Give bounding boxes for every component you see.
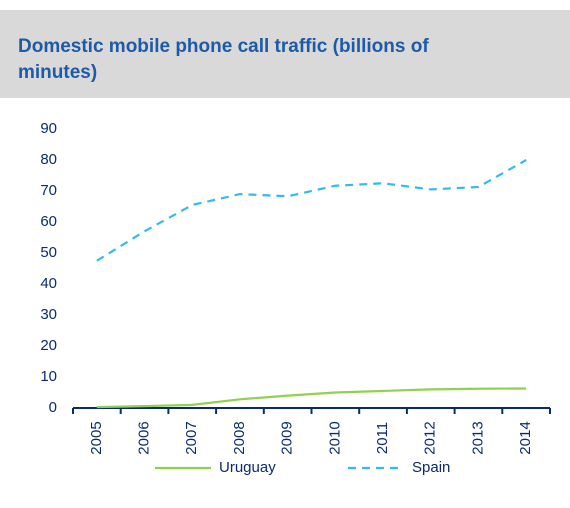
y-tick-label: 70: [40, 182, 57, 199]
y-tick-label: 40: [40, 275, 57, 292]
y-tick-label: 60: [40, 213, 57, 230]
y-tick-label: 10: [40, 368, 57, 385]
x-tick-label: 2012: [422, 421, 439, 454]
series-line: [96, 387, 527, 409]
x-tick-label: 2010: [326, 421, 343, 454]
x-tick-label: 2009: [279, 421, 296, 454]
title-line-1: Domestic mobile phone call traffic (bill…: [18, 36, 429, 57]
y-tick-label: 20: [40, 337, 57, 354]
x-tick-label: 2011: [374, 422, 391, 454]
x-tick-label: 2013: [469, 421, 486, 454]
legend-label: Spain: [412, 459, 450, 476]
y-tick-label: 50: [40, 244, 57, 261]
x-tick-label: 2007: [183, 421, 200, 454]
x-tick-label: 2008: [231, 421, 248, 454]
y-tick-label: 30: [40, 306, 57, 323]
x-tick-label: 2014: [517, 421, 534, 454]
title-line-2: minutes): [18, 62, 97, 83]
x-tick-label: 2005: [88, 421, 105, 454]
chart-title: Domestic mobile phone call traffic (bill…: [18, 36, 434, 83]
y-tick-label: 0: [49, 399, 57, 416]
y-tick-label: 80: [40, 151, 57, 168]
x-tick-label: 2006: [136, 421, 153, 454]
legend-label: Uruguay: [219, 459, 276, 476]
series-line: [96, 159, 527, 262]
title-band: [0, 10, 570, 98]
y-tick-label: 90: [40, 120, 57, 137]
